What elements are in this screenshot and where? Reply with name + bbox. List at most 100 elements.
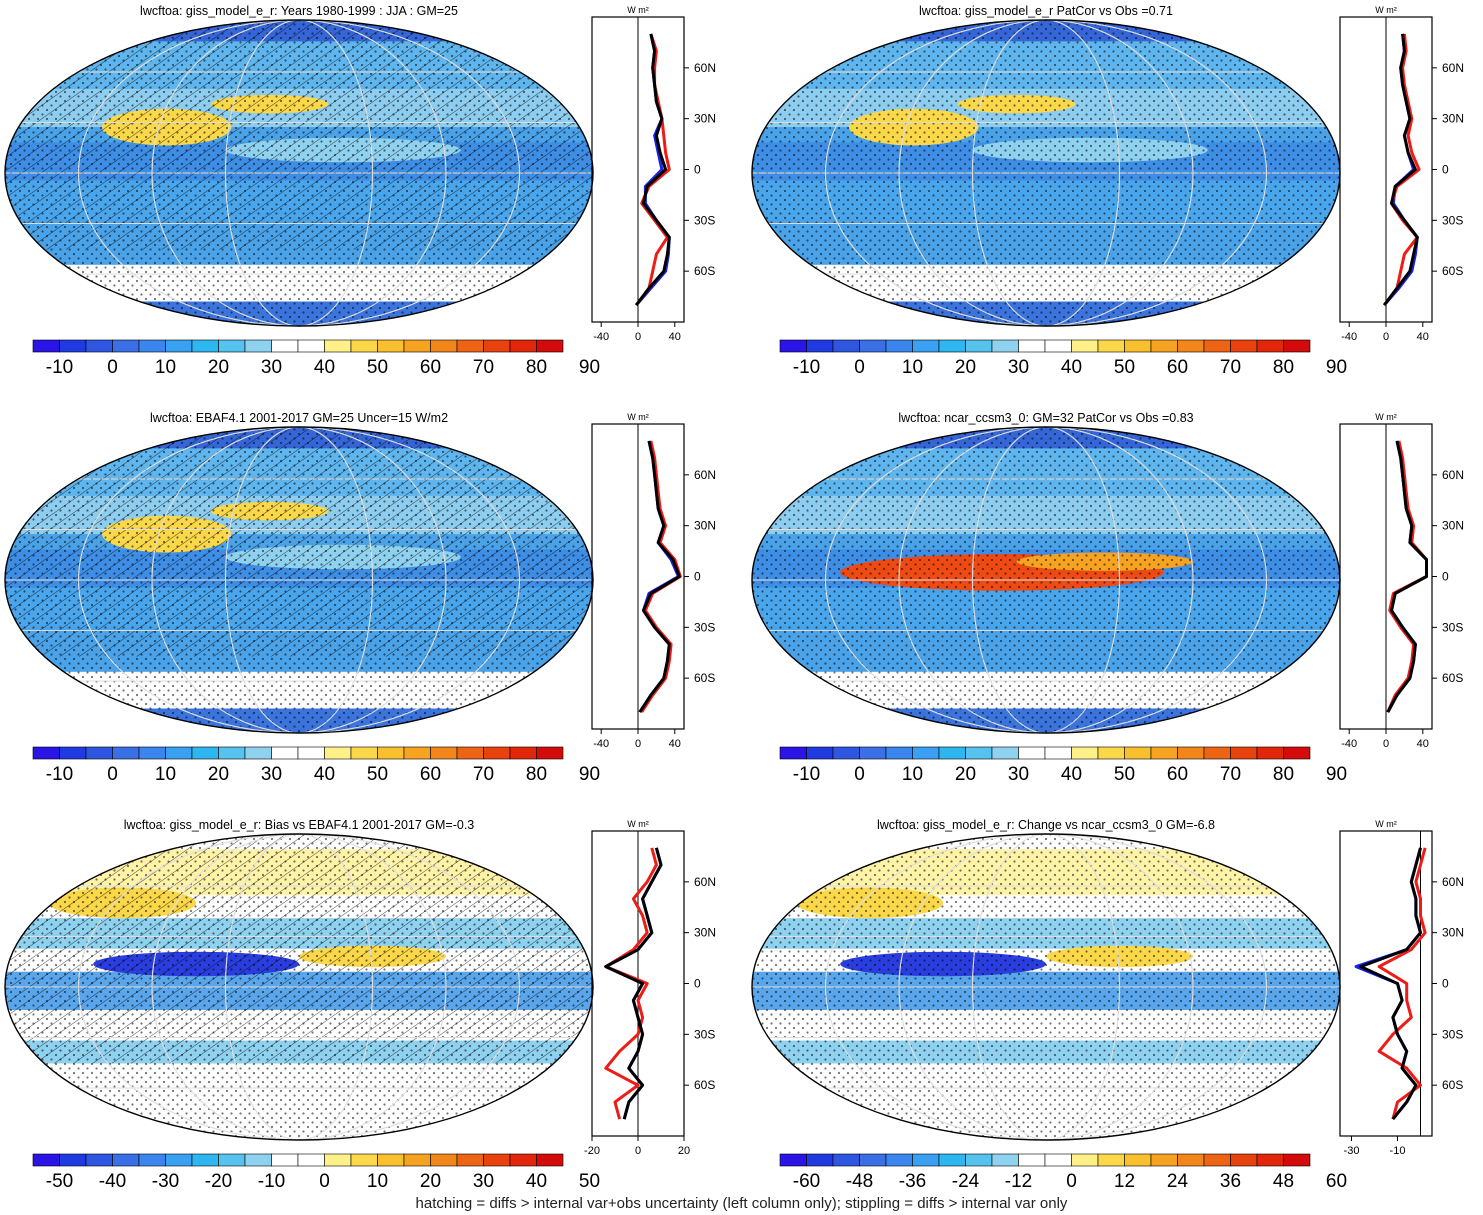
colorbar: -60 -48 -36 -24 -12 0 12 24 36 48 60 <box>779 1153 1347 1192</box>
map-outline <box>4 426 594 734</box>
colorbar-label: 0 <box>1066 1171 1077 1192</box>
colorbar-swatch <box>138 339 166 353</box>
colorbar-swatch <box>912 746 940 760</box>
colorbar-swatch <box>138 746 166 760</box>
profile-x-label: 40 <box>1417 738 1429 750</box>
profile-line-model <box>604 847 658 1120</box>
profile-x-label: 40 <box>669 738 681 750</box>
profile-x-label: -10 <box>1390 1145 1406 1157</box>
map <box>4 19 594 327</box>
profile-x-label: 0 <box>635 1145 641 1157</box>
profile-x-label: 40 <box>669 331 681 343</box>
colorbar-swatch <box>165 746 193 760</box>
colorbar-swatch <box>85 339 113 353</box>
colorbar-swatch <box>1203 1153 1231 1167</box>
colorbar-swatch <box>779 339 807 353</box>
colorbar: -10 0 10 20 30 40 50 60 70 80 90 <box>32 339 600 378</box>
colorbar-swatch <box>859 1153 887 1167</box>
profile-lat-label: 30S <box>1442 213 1463 227</box>
profile-x-label: -40 <box>593 738 609 750</box>
zonal-profile: W m² 60N 30N 0 30S 60S -40 0 40 <box>591 412 716 750</box>
colorbar-swatch <box>430 746 458 760</box>
graticule-lon <box>151 20 447 326</box>
colorbar-swatch <box>1283 339 1311 353</box>
colorbar-label: 30 <box>1008 357 1029 378</box>
profile-lat-label: 60S <box>694 264 715 278</box>
profile-lat-label: 60S <box>1442 1078 1463 1092</box>
colorbar-swatch <box>218 746 246 760</box>
colorbar-label: 10 <box>155 764 176 785</box>
colorbar-swatch <box>965 339 993 353</box>
colorbar-swatch <box>1044 339 1072 353</box>
profile-lat-label: 30N <box>694 112 716 126</box>
colorbar-label: 36 <box>1220 1171 1241 1192</box>
panel-2: lwcftoa: giss_model_e_r PatCor vs Obs =0… <box>751 4 1464 378</box>
colorbar-swatch <box>377 746 405 760</box>
profile-line-obs <box>604 847 663 1120</box>
colorbar-swatch <box>297 746 325 760</box>
graticule-lon <box>825 834 1267 1140</box>
colorbar-swatch <box>1203 339 1231 353</box>
colorbar-swatch <box>430 339 458 353</box>
panel-6: lwcftoa: giss_model_e_r: Change vs ncar_… <box>751 818 1464 1192</box>
profile-unit: W m² <box>627 5 649 15</box>
profile-lat-label: 0 <box>1442 977 1449 991</box>
profile-x-label: 0 <box>635 738 641 750</box>
colorbar-swatch <box>350 1153 378 1167</box>
colorbar: -10 0 10 20 30 40 50 60 70 80 90 <box>779 339 1347 378</box>
map <box>751 19 1341 327</box>
hatching <box>5 834 593 1064</box>
hatching <box>5 427 593 657</box>
profile-lat-label: 30S <box>1442 620 1463 634</box>
colorbar-label: 20 <box>420 1171 441 1192</box>
profile-line-alt <box>1386 440 1428 713</box>
colorbar-label: 50 <box>367 764 388 785</box>
profile-lat-label: 60S <box>694 671 715 685</box>
colorbar-swatch <box>191 1153 219 1167</box>
zonal-profile: W m² 60N 30N 0 30S 60S -20 0 20 <box>584 819 716 1157</box>
graticule-lon <box>898 834 1194 1140</box>
colorbar-label: 0 <box>107 764 118 785</box>
colorbar-label: 10 <box>902 357 923 378</box>
colorbar-label: 50 <box>1114 764 1135 785</box>
map-field <box>752 834 1340 1140</box>
profile-lat-label: 60N <box>1442 61 1464 75</box>
profile-unit: W m² <box>1375 5 1397 15</box>
colorbar-swatch <box>806 1153 834 1167</box>
colorbar-label: 40 <box>314 357 335 378</box>
colorbar-swatch <box>536 339 564 353</box>
colorbar-label: 30 <box>473 1171 494 1192</box>
profile-lat-label: 60N <box>694 468 716 482</box>
colorbar-swatch <box>456 339 484 353</box>
colorbar-label: 90 <box>579 764 600 785</box>
colorbar-swatch <box>536 1153 564 1167</box>
profile-lat-label: 60N <box>1442 875 1464 889</box>
colorbar-swatch <box>456 1153 484 1167</box>
colorbar-label: 20 <box>955 764 976 785</box>
colorbar-swatch <box>324 746 352 760</box>
colorbar-swatch <box>191 746 219 760</box>
colorbar-label: 50 <box>579 1171 600 1192</box>
colorbar-label: 60 <box>420 357 441 378</box>
profile-lat-label: 30S <box>1442 1027 1463 1041</box>
map <box>751 833 1341 1141</box>
map-outline <box>4 19 594 327</box>
colorbar-swatch <box>165 339 193 353</box>
colorbar-swatch <box>32 1153 60 1167</box>
colorbar-swatch <box>1256 746 1284 760</box>
map-field <box>5 427 593 733</box>
colorbar-swatch <box>859 746 887 760</box>
profile-lat-label: 30N <box>1442 112 1464 126</box>
profile-line-model <box>1377 847 1427 1120</box>
colorbar-swatch <box>59 746 87 760</box>
colorbar-label: 80 <box>526 357 547 378</box>
colorbar-swatch <box>483 746 511 760</box>
colorbar-swatch <box>912 339 940 353</box>
zonal-profile: W m² 60N 30N 0 30S 60S -40 0 40 <box>591 5 716 343</box>
graticule-lon <box>151 834 447 1140</box>
colorbar-swatch <box>1150 746 1178 760</box>
colorbar-swatch <box>483 1153 511 1167</box>
colorbar-swatch <box>218 339 246 353</box>
graticule-lon <box>972 20 1120 326</box>
colorbar-swatch <box>1230 339 1258 353</box>
